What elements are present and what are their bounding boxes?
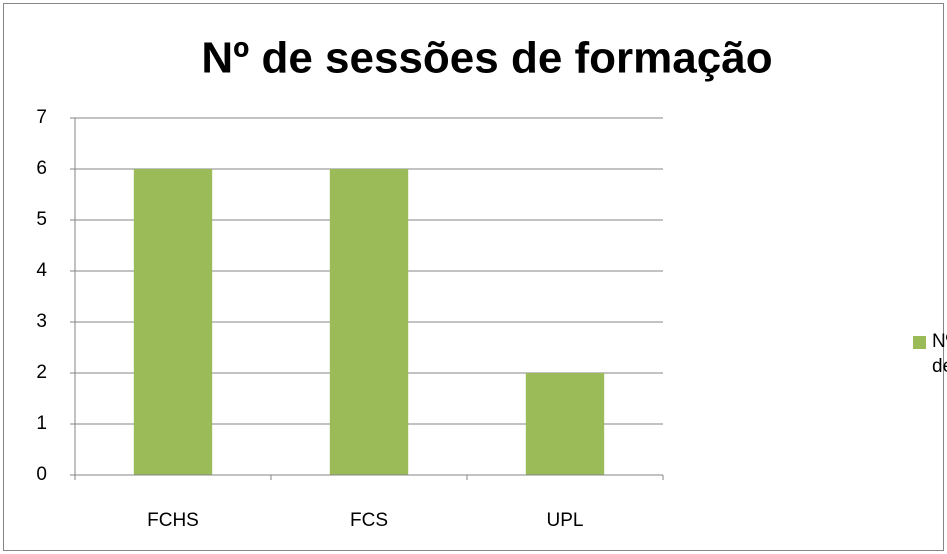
y-tick-label: 2 [36,362,47,383]
y-tick-label: 4 [36,260,47,281]
legend-label: Nº de sessões de formação [932,331,947,377]
x-tick-label: FCS [350,510,388,531]
y-tick-label: 3 [36,311,47,332]
chart-title: Nº de sessões de formação [201,34,772,83]
y-tick-label: 7 [36,107,47,128]
bar [329,169,409,475]
y-tick-label: 5 [36,209,47,230]
bar [525,373,605,475]
bar [133,169,213,475]
x-tick-label: FCHS [147,510,199,531]
x-tick-label: UPL [547,510,584,531]
legend-swatch [913,336,926,349]
y-tick-label: 1 [36,413,47,434]
y-tick-label: 6 [36,158,47,179]
y-tick-label: 0 [36,464,47,485]
